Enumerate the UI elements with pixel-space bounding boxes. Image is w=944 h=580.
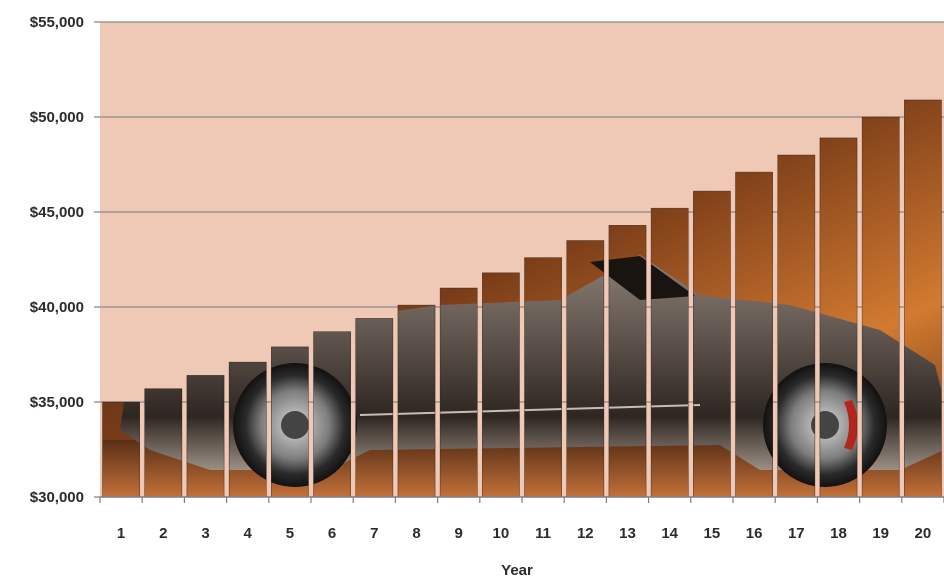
x-tick-label: 1 bbox=[117, 525, 125, 542]
x-tick-label: 10 bbox=[493, 525, 510, 542]
x-tick-labels: 1 2 3 4 5 6 7 8 9 10 11 12 13 14 15 16 17 18 19 20 bbox=[117, 525, 931, 542]
x-tick-label: 18 bbox=[830, 525, 847, 542]
x-tick-label: 6 bbox=[328, 525, 336, 542]
y-tick-label: $45,000 bbox=[30, 204, 84, 221]
x-tick-label: 9 bbox=[455, 525, 463, 542]
x-tick-label: 2 bbox=[159, 525, 167, 542]
x-tick-label: 5 bbox=[286, 525, 294, 542]
x-tick-label: 12 bbox=[577, 525, 594, 542]
x-tick-label: 19 bbox=[872, 525, 889, 542]
axes bbox=[94, 21, 944, 503]
y-tick-labels: $30,000 $35,000 $40,000 $45,000 $50,000 $55,0… bbox=[30, 14, 84, 506]
x-tick-label: 15 bbox=[704, 525, 721, 542]
x-tick-label: 17 bbox=[788, 525, 805, 542]
brake-caliper bbox=[844, 400, 858, 450]
x-tick-label: 13 bbox=[619, 525, 636, 542]
y-tick-label: $55,000 bbox=[30, 14, 84, 31]
car-window bbox=[590, 256, 695, 300]
x-tick-label: 14 bbox=[661, 525, 678, 542]
x-tick-label: 3 bbox=[201, 525, 209, 542]
x-tick-label: 7 bbox=[370, 525, 378, 542]
x-tick-label: 4 bbox=[244, 525, 253, 542]
x-tick-label: 20 bbox=[915, 525, 932, 542]
x-tick-label: 11 bbox=[535, 525, 551, 542]
x-tick-label: 16 bbox=[746, 525, 763, 542]
y-tick-label: $35,000 bbox=[30, 394, 84, 411]
x-axis-title: Year bbox=[501, 562, 533, 579]
y-tick-label: $30,000 bbox=[30, 489, 84, 506]
y-tick-label: $40,000 bbox=[30, 299, 84, 316]
y-tick-label: $50,000 bbox=[30, 109, 84, 126]
front-wheel-hub bbox=[281, 411, 309, 439]
plot-background bbox=[100, 22, 944, 497]
x-tick-label: 8 bbox=[412, 525, 420, 542]
car-door-line bbox=[359, 404, 701, 416]
